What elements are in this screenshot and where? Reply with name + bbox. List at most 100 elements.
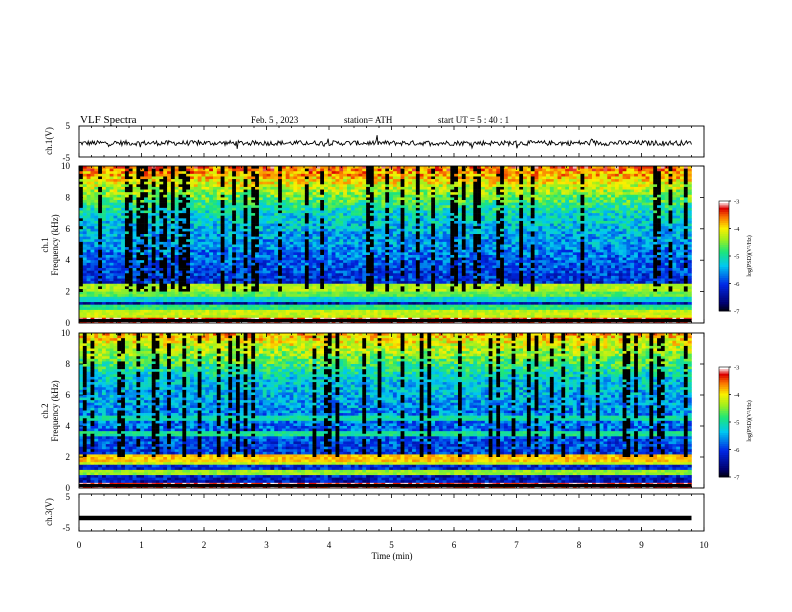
spectrogram-cell: [289, 171, 294, 175]
spectrogram-cell: [167, 207, 172, 211]
spectrogram-cell: [247, 205, 252, 209]
spectrogram-cell: [224, 171, 229, 175]
spectrogram-cell: [262, 194, 267, 198]
spectrogram-cell: [186, 173, 191, 177]
spectrogram-cell: [480, 218, 486, 222]
spectrogram-cell: [584, 176, 589, 180]
spectrogram-cell: [377, 194, 382, 198]
spectrogram-cell: [519, 231, 524, 235]
spectrogram-cell: [523, 202, 528, 206]
spectrogram-cell: [584, 241, 589, 245]
spectrogram-cell: [346, 194, 352, 198]
spectrogram-cell: [216, 244, 221, 248]
spectrogram-cell: [113, 234, 118, 237]
spectrogram-cell: [243, 239, 248, 243]
spectrogram-cell: [373, 176, 378, 180]
spectrogram-cell: [90, 207, 95, 211]
spectrogram-cell: [121, 223, 126, 227]
spectrogram-cell: [316, 197, 321, 201]
spectrogram-cell: [477, 205, 482, 209]
spectrogram-cell: [431, 218, 436, 222]
spectrogram-cell: [572, 186, 577, 190]
spectrogram-cell: [412, 197, 417, 201]
spectrogram-cell: [239, 241, 244, 245]
spectrogram-cell: [488, 194, 493, 198]
spectrogram-cell: [584, 202, 589, 206]
spectrogram-cell: [90, 168, 95, 172]
spectrogram-cell: [511, 213, 516, 217]
spectrogram-cell: [285, 226, 290, 230]
spectrogram-cell: [523, 171, 528, 175]
spectrogram-cell: [534, 200, 539, 203]
spectrogram-cell: [385, 179, 390, 182]
spectrogram-cell: [538, 179, 543, 182]
spectrogram-cell: [327, 189, 332, 193]
spectrogram-cell: [431, 197, 436, 201]
spectrogram-cell: [220, 197, 225, 201]
spectrogram-cell: [446, 202, 451, 206]
spectrogram-cell: [354, 192, 359, 196]
spectrogram-cell: [209, 207, 214, 211]
spectrogram-cell: [500, 228, 505, 232]
spectrogram-cell: [630, 189, 635, 193]
spectrogram-cell: [396, 218, 401, 222]
spectrogram-cell: [526, 189, 532, 193]
spectrogram-cell: [546, 213, 551, 217]
spectrogram-cell: [446, 176, 451, 180]
spectrogram-cell: [366, 220, 371, 224]
spectrogram-cell: [607, 226, 612, 230]
spectrogram-cell: [243, 184, 248, 188]
spectrogram-cell: [492, 213, 497, 217]
spectrogram-cell: [503, 218, 509, 222]
spectrogram-cell: [327, 202, 332, 206]
spectrogram-cell: [339, 173, 344, 177]
spectrogram-cell: [235, 176, 241, 180]
spectrogram-cell: [151, 181, 156, 185]
spectrogram-cell: [167, 186, 172, 190]
spectrogram-cell: [155, 213, 160, 217]
spectrogram-cell: [285, 166, 290, 169]
spectrogram-cell: [423, 197, 428, 201]
spectrogram-cell: [400, 202, 405, 206]
spectrogram-cell: [373, 202, 378, 206]
spectrogram-cell: [435, 231, 440, 235]
spectrogram-cell: [132, 207, 137, 211]
spectrogram-cell: [147, 234, 153, 237]
spectrogram-cell: [170, 223, 176, 227]
spectrogram-cell: [672, 166, 677, 169]
spectrogram-cell: [607, 186, 612, 190]
spectrogram-cell: [373, 215, 378, 219]
spectrogram-cell: [500, 210, 505, 214]
spectrogram-cell: [454, 184, 459, 188]
spectrogram-cell: [209, 218, 214, 222]
spectrogram-cell: [362, 181, 367, 185]
spectrogram-cell: [469, 192, 474, 196]
spectrogram-cell: [457, 186, 463, 190]
spectrogram-cell: [354, 205, 359, 209]
spectrogram-cell: [144, 226, 149, 230]
spectrogram-cell: [266, 171, 271, 175]
spectrogram-cell: [603, 179, 608, 182]
spectrogram-cell: [86, 205, 91, 209]
spectrogram-cell: [446, 173, 451, 177]
spectrogram-cell: [140, 244, 145, 248]
spectrogram-cell: [197, 197, 202, 201]
spectrogram-cell: [285, 231, 290, 235]
spectrogram-cell: [251, 223, 256, 227]
spectrogram-cell: [224, 215, 229, 219]
spectrogram-cell: [124, 207, 130, 211]
spectrogram-cell: [653, 223, 658, 227]
spectrogram-cell: [657, 171, 662, 175]
spectrogram-cell: [645, 234, 650, 237]
spectrogram-cell: [484, 202, 489, 206]
spectrogram-cell: [266, 218, 271, 222]
spectrogram-cell: [419, 231, 424, 235]
spectrogram-cell: [136, 226, 141, 230]
spectrogram-cell: [542, 171, 547, 175]
spectrogram-cell: [278, 205, 283, 209]
spectrogram-cell: [588, 218, 593, 222]
spectrogram-cell: [98, 192, 103, 196]
spectrogram-cell: [128, 207, 133, 211]
spectrogram-cell: [335, 200, 340, 203]
